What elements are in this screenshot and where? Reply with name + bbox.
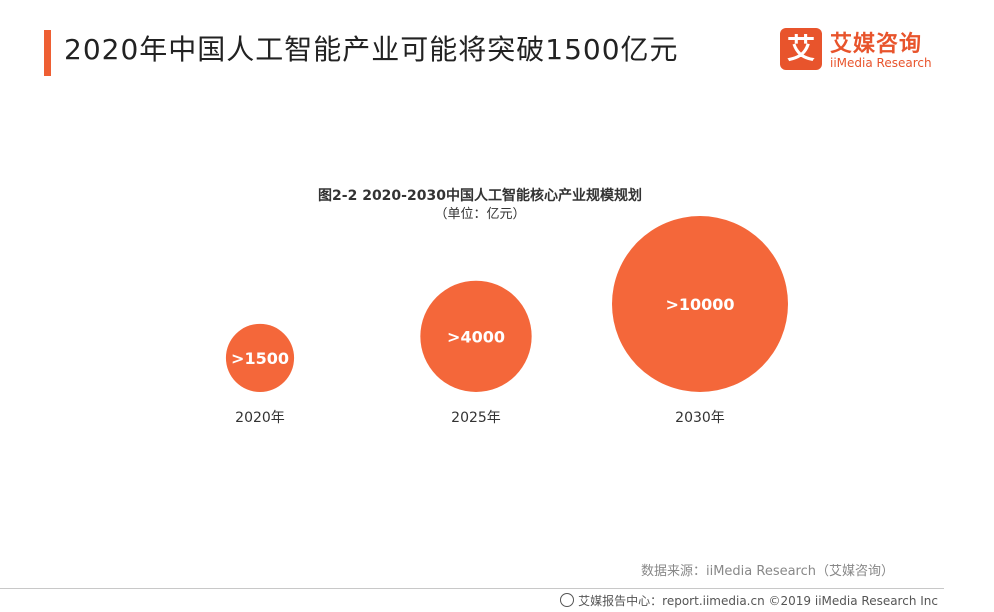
footer-divider (0, 588, 944, 589)
bubble-1 (420, 280, 532, 392)
globe-icon (560, 593, 575, 607)
footer-text: 艾媒报告中心：report.iimedia.cn ©2019 iiMedia R… (560, 592, 938, 609)
page-title: 2020年中国人工智能产业可能将突破1500亿元 (64, 33, 679, 66)
logo-text-en: iiMedia Research (830, 56, 932, 70)
chart-subtitle: （单位：亿元） (434, 207, 526, 222)
brand-logo: 艾 艾媒咨询 iiMedia Research (780, 26, 940, 76)
chart-title: 图2-2 2020-2030中国人工智能核心产业规模规划 (318, 188, 642, 204)
logo-mark-icon: 艾 (780, 28, 822, 70)
footer-label: 艾媒报告中心：report.iimedia.cn ©2019 iiMedia R… (578, 594, 938, 608)
bubble-2 (612, 216, 788, 392)
data-source: 数据来源：iiMedia Research（艾媒咨询） (640, 564, 894, 579)
bubble-0 (225, 323, 295, 392)
bubble-value-label: >4000 (447, 327, 505, 346)
category-label: 2030年 (675, 410, 725, 426)
category-label: 2025年 (451, 410, 501, 426)
title-accent-bar (44, 30, 51, 76)
bubble-value-label: >1500 (231, 349, 289, 368)
bubble-value-label: >10000 (665, 295, 734, 314)
category-label: 2020年 (235, 410, 285, 426)
logo-text-cn: 艾媒咨询 (830, 32, 923, 57)
